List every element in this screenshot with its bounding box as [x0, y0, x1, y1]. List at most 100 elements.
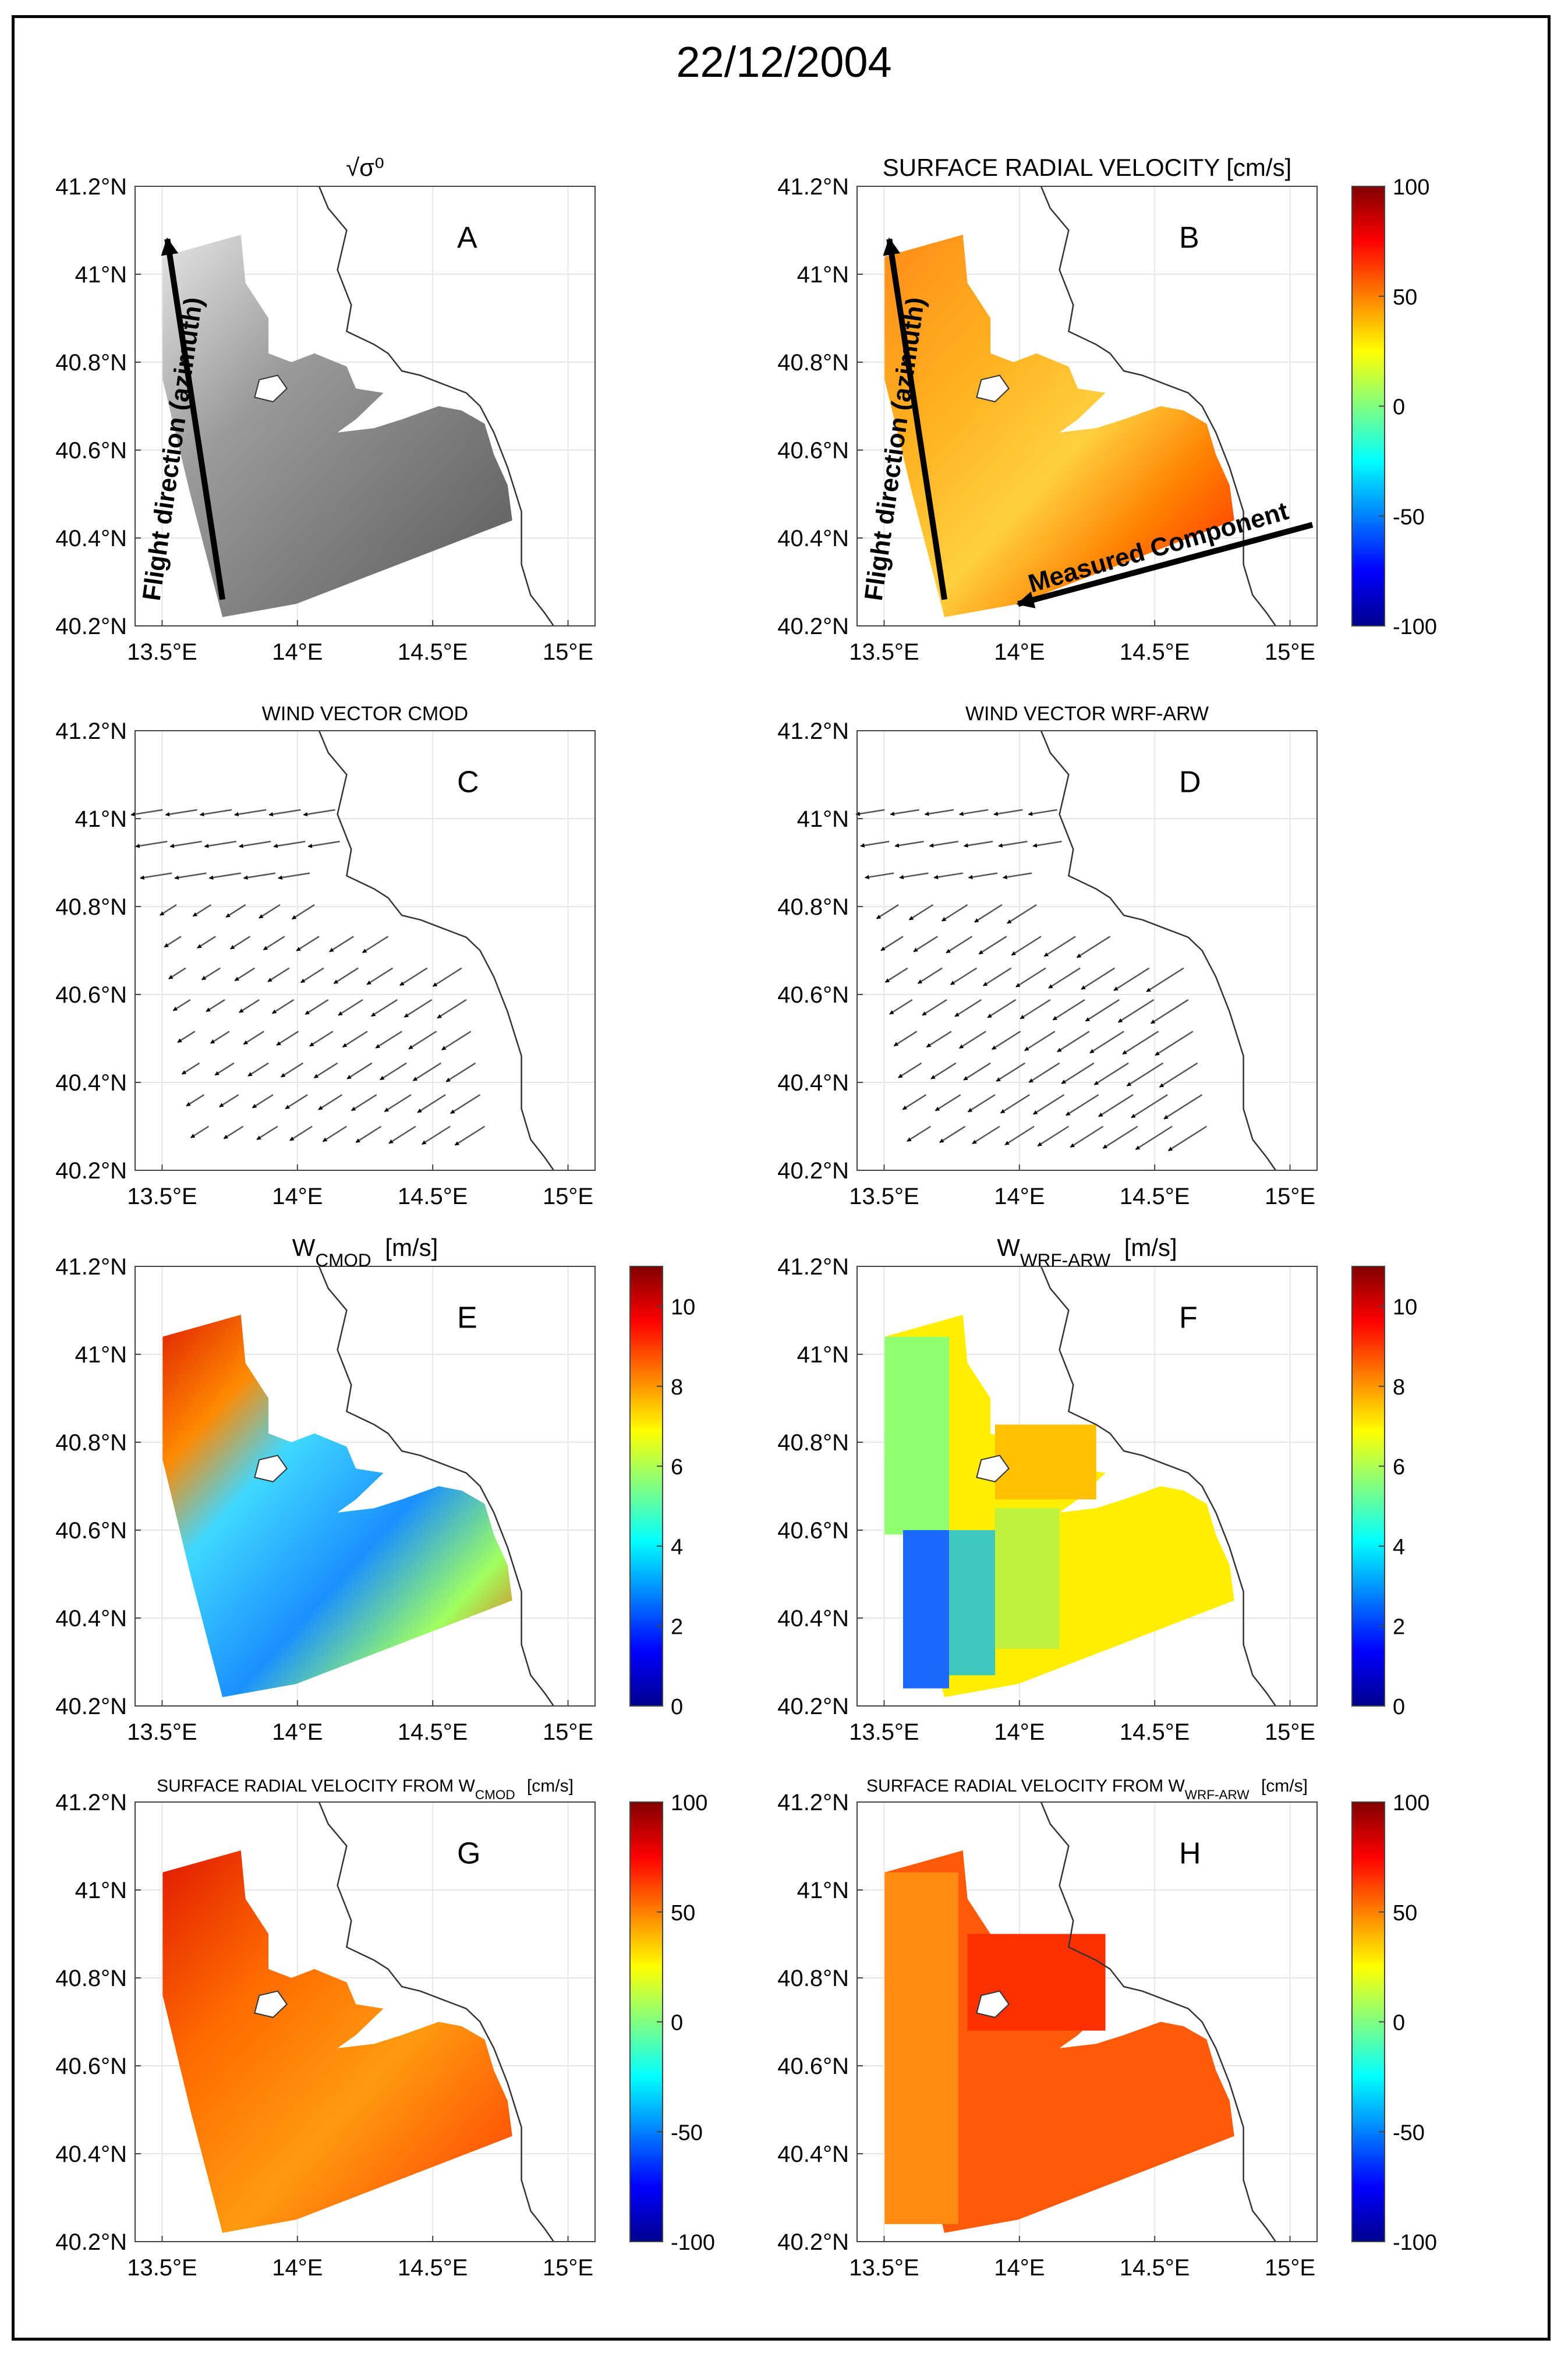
x-tick-label: 14.5°E	[1120, 639, 1190, 665]
wind-vector	[267, 967, 290, 983]
panel-G: 13.5°E 14°E 14.5°E 15°E 40.2°N 40.4°N 40.6°N 40…	[55, 1776, 715, 2281]
x-tick-label: 13.5°E	[127, 639, 197, 665]
wind-vector	[1093, 1062, 1129, 1086]
wind-vector	[201, 967, 221, 980]
wind-vector	[181, 1062, 200, 1075]
y-tick-label: 40.6°N	[55, 438, 127, 463]
wind-vector	[893, 1031, 918, 1047]
wind-vector	[445, 1062, 476, 1082]
wind-vector	[186, 1094, 205, 1107]
y-tick-label: 41.2°N	[777, 1790, 849, 1815]
wind-vector	[880, 936, 904, 951]
colorbar-tick-label: 100	[1393, 175, 1429, 200]
y-tick-label: 41°N	[797, 1342, 849, 1368]
panel-title: WCMOD [m/s]	[292, 1234, 438, 1270]
title-main: WIND VECTOR WRF-ARW	[965, 703, 1209, 725]
title-unit: [cm/s]	[522, 1776, 574, 1796]
panel-title: SURFACE RADIAL VELOCITY [cm/s]	[883, 154, 1292, 181]
wind-vector	[998, 841, 1028, 848]
wind-vector	[1043, 936, 1076, 957]
wind-vector	[1037, 1125, 1070, 1147]
wind-vector	[346, 1062, 373, 1079]
wind-vector	[1028, 1062, 1060, 1084]
wind-vector	[1024, 1031, 1056, 1052]
wind-vector	[225, 904, 246, 918]
wind-vector	[1000, 1094, 1030, 1114]
wind-vector	[907, 1125, 932, 1142]
wind-vector	[351, 1094, 377, 1111]
wind-vector	[1102, 1125, 1138, 1149]
axes-frame	[856, 730, 1318, 1171]
axes-frame	[856, 1266, 1318, 1707]
wind-vector	[408, 1031, 437, 1050]
wind-vector	[338, 999, 363, 1016]
x-tick-label: 14.5°E	[398, 2255, 468, 2281]
wind-vector	[197, 936, 216, 949]
wind-vector	[399, 967, 428, 986]
x-tick-label: 14°E	[272, 2255, 323, 2281]
wind-vector	[375, 1031, 402, 1049]
panel-letter: D	[1179, 766, 1201, 799]
wind-vector	[1081, 967, 1116, 990]
wind-vector	[1098, 1094, 1134, 1117]
wind-vector	[333, 967, 359, 985]
wind-vector	[296, 936, 320, 952]
x-tick-label: 13.5°E	[127, 1719, 197, 1745]
panel-title: SURFACE RADIAL VELOCITY FROM WWRF-ARW [c…	[866, 1776, 1308, 1802]
y-tick-label: 41.2°N	[55, 1790, 127, 1815]
wind-vector	[135, 841, 168, 848]
wind-vector	[1155, 1031, 1194, 1056]
wind-vector	[935, 1094, 961, 1111]
wind-vector	[983, 967, 1012, 987]
wind-vector	[366, 967, 394, 985]
y-tick-label: 40.2°N	[55, 1694, 127, 1719]
wind-vector	[318, 1094, 343, 1110]
wind-vector	[1113, 967, 1150, 992]
y-tick-label: 40.4°N	[55, 2141, 127, 2167]
wind-vector	[239, 999, 260, 1013]
flight-direction-arrow	[883, 237, 948, 600]
title-unit: [m/s]	[1117, 1234, 1177, 1261]
wind-vector	[164, 936, 182, 948]
coastline	[1040, 1801, 1276, 2242]
wind-vector	[1003, 872, 1032, 880]
wind-vector	[959, 809, 989, 816]
x-tick-label: 15°E	[543, 1184, 593, 1209]
wind-vector	[908, 904, 934, 921]
panel-title: WIND VECTOR CMOD	[262, 703, 468, 725]
y-tick-label: 40.6°N	[55, 982, 127, 1008]
wind-vector	[289, 1125, 313, 1141]
wind-vector	[855, 809, 885, 816]
y-tick-label: 40.2°N	[55, 614, 127, 639]
wind-vector	[1057, 1031, 1090, 1053]
colorbar-tick-label: 10	[1393, 1295, 1417, 1320]
wind-vector	[309, 1031, 334, 1047]
wind-vector	[243, 1031, 264, 1045]
colorbar-tick-label: 100	[671, 1791, 707, 1815]
coastline	[318, 186, 554, 626]
axes-frame	[856, 186, 1318, 626]
colorbar-tick-label: 4	[1393, 1535, 1405, 1559]
island	[976, 1454, 1010, 1482]
colorbar-tick-label: -50	[1393, 2121, 1425, 2145]
wind-vector	[902, 1094, 927, 1110]
wind-vector	[247, 1062, 269, 1077]
y-tick-label: 40.8°N	[55, 894, 127, 920]
x-tick-label: 14.5°E	[1120, 1719, 1190, 1745]
wind-vector	[974, 904, 1003, 923]
title-unit: [m/s]	[378, 1234, 438, 1261]
wind-vector	[273, 841, 306, 848]
title-main: SURFACE RADIAL VELOCITY FROM W	[866, 1776, 1185, 1796]
x-tick-label: 14°E	[272, 639, 323, 665]
y-tick-label: 40.4°N	[55, 526, 127, 551]
wind-vector	[285, 1094, 308, 1110]
coastline	[1040, 186, 1276, 626]
axes-frame	[134, 186, 596, 626]
swath-fill	[884, 235, 1234, 617]
y-tick-label: 40.8°N	[777, 894, 849, 920]
coastline	[1040, 1266, 1276, 1707]
wind-vector	[1159, 1062, 1198, 1088]
wind-vector	[884, 967, 908, 983]
axes-frame	[134, 1801, 596, 2242]
